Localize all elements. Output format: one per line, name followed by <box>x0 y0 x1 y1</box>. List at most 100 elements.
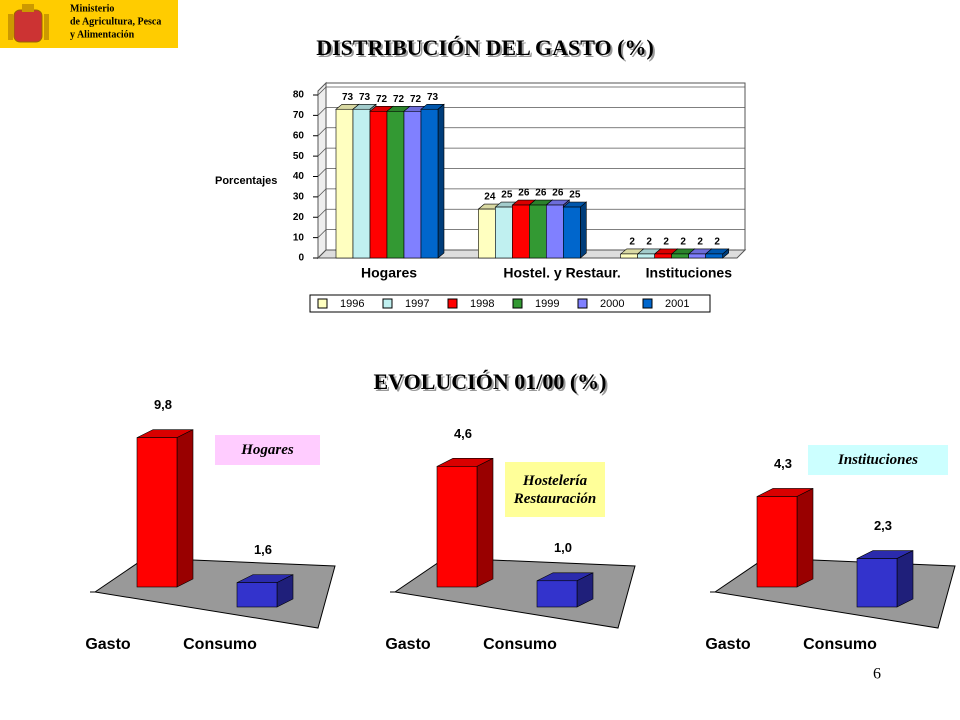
bar <box>546 204 564 259</box>
legend-swatch <box>512 298 523 309</box>
legend-label: 1997 <box>405 298 429 310</box>
grid-line <box>317 188 745 198</box>
grid-line <box>317 127 745 137</box>
bar <box>756 496 798 588</box>
bar <box>563 206 581 259</box>
bar <box>236 582 278 608</box>
ministry-line: y Alimentación <box>70 29 135 40</box>
legend-swatch <box>447 298 458 309</box>
bar-side <box>580 201 587 259</box>
y-tick-label: 0 <box>298 253 304 264</box>
legend-swatch <box>317 298 328 309</box>
bar-side <box>476 457 494 588</box>
bar <box>705 253 723 259</box>
legend-swatch <box>577 298 588 309</box>
bar <box>512 204 530 259</box>
data-label: 73 <box>359 92 371 103</box>
data-label: 2 <box>714 237 720 248</box>
legend-label: 1999 <box>535 298 559 310</box>
data-label: 73 <box>342 92 354 103</box>
side-wall <box>317 81 327 260</box>
annotation: Instituciones <box>808 445 948 475</box>
grid-line <box>317 106 745 116</box>
data-label: 25 <box>501 190 513 201</box>
data-label: 72 <box>410 94 422 105</box>
bar <box>369 111 388 259</box>
data-label: 4,6 <box>454 426 472 441</box>
x-tick-label: Consumo <box>803 636 877 653</box>
data-label: 26 <box>535 188 547 199</box>
data-label: 2 <box>629 237 635 248</box>
bar <box>620 253 638 259</box>
legend-label: 1996 <box>340 298 364 310</box>
y-tick-label: 80 <box>293 90 305 101</box>
x-tick-label: Instituciones <box>646 265 733 281</box>
bar <box>136 437 178 588</box>
bar-side <box>437 103 445 259</box>
x-tick-label: Hostel. y Restaur. <box>503 265 621 281</box>
grid-line <box>317 168 745 177</box>
data-label: 72 <box>376 94 388 105</box>
data-label: 2 <box>697 237 703 248</box>
bar-side <box>896 550 914 608</box>
grid-line <box>317 249 745 259</box>
data-label: 72 <box>393 94 405 105</box>
bar <box>688 253 706 259</box>
grid-line <box>317 208 745 218</box>
data-label: 2 <box>663 237 669 248</box>
legend-label: 1998 <box>470 298 494 310</box>
x-tick-label: Consumo <box>483 636 557 653</box>
data-label: 4,3 <box>774 456 792 471</box>
page-number: 6 <box>873 666 881 683</box>
data-label: 24 <box>484 192 496 203</box>
data-label: 9,8 <box>154 397 172 412</box>
crest <box>8 4 49 43</box>
ministry-line: Ministerio <box>70 3 114 14</box>
y-axis-label: Porcentajes <box>215 175 277 187</box>
chart-title: DISTRIBUCIÓN DEL GASTO (%) <box>316 35 654 60</box>
annotation: Hogares <box>215 435 320 465</box>
data-label: 25 <box>569 190 581 201</box>
bar <box>654 253 672 259</box>
data-label: 2,3 <box>874 518 892 533</box>
bar-side <box>176 429 194 588</box>
floor <box>93 557 336 629</box>
x-tick-label: Gasto <box>85 636 131 653</box>
x-tick-label: Consumo <box>183 636 257 653</box>
legend-box <box>309 294 711 313</box>
y-tick-label: 10 <box>293 232 305 243</box>
bar <box>637 253 655 259</box>
section-title: EVOLUCIÓN 01/00 (%) <box>373 369 606 394</box>
grid-line <box>317 229 745 238</box>
bar <box>495 206 513 259</box>
data-label: 1,6 <box>254 542 272 557</box>
bar <box>436 466 478 588</box>
bar <box>478 208 496 259</box>
legend-swatch <box>642 298 653 309</box>
y-tick-label: 40 <box>293 171 305 182</box>
bar <box>386 111 405 259</box>
data-label: 2 <box>646 237 652 248</box>
grid-line <box>317 86 745 96</box>
data-label: 1,0 <box>554 540 572 555</box>
data-label: 73 <box>427 92 439 103</box>
legend-label: 2000 <box>600 298 624 310</box>
y-tick-label: 50 <box>293 151 305 162</box>
legend-swatch <box>382 298 393 309</box>
y-tick-label: 60 <box>293 130 305 141</box>
floor <box>393 557 636 629</box>
data-label: 26 <box>518 188 530 199</box>
y-tick-label: 70 <box>293 110 305 121</box>
grid-line <box>317 147 745 157</box>
annotation: Hostelería Restauración <box>505 462 605 517</box>
bar <box>529 204 547 259</box>
bar <box>671 253 689 259</box>
title-shadow: DISTRIBUCIÓN DEL GASTO (%) <box>318 37 656 62</box>
floor <box>713 557 956 629</box>
x-tick-label: Hogares <box>361 265 417 281</box>
x-tick-label: Gasto <box>705 636 751 653</box>
bar <box>352 108 371 259</box>
y-tick-label: 30 <box>293 192 305 203</box>
